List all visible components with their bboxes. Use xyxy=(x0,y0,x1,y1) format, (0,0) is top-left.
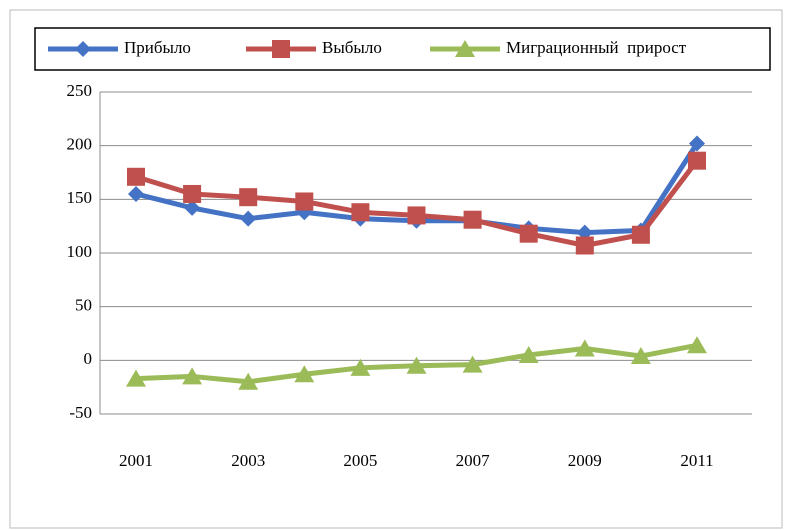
legend-marker xyxy=(75,41,91,57)
point xyxy=(518,345,539,363)
legend-marker xyxy=(272,40,290,58)
chart-frame xyxy=(9,9,783,529)
point xyxy=(350,358,371,376)
y-tick-label: 150 xyxy=(67,188,93,207)
x-tick-label: 2003 xyxy=(231,451,265,470)
y-tick-label: 250 xyxy=(67,81,93,100)
legend-label: Миграционный прирост xyxy=(506,38,687,57)
y-tick-label: -50 xyxy=(69,403,92,422)
point xyxy=(575,236,594,255)
point xyxy=(240,210,257,227)
x-tick-label: 2007 xyxy=(456,451,491,470)
point xyxy=(295,192,314,211)
point xyxy=(407,206,426,225)
x-tick-label: 2011 xyxy=(680,451,713,470)
y-tick-label: 50 xyxy=(75,296,92,315)
x-tick-label: 2001 xyxy=(119,451,153,470)
point xyxy=(463,210,482,229)
point xyxy=(351,203,370,222)
legend-label: Прибыло xyxy=(124,38,191,57)
y-tick-label: 0 xyxy=(84,349,93,368)
point xyxy=(183,184,202,203)
point xyxy=(689,135,705,152)
point xyxy=(519,224,538,243)
point xyxy=(462,355,483,373)
point xyxy=(406,356,427,374)
point xyxy=(294,365,315,383)
point xyxy=(574,339,595,357)
legend-marker xyxy=(455,40,475,57)
legend-label: Выбыло xyxy=(322,38,382,57)
y-tick-label: 100 xyxy=(67,242,93,261)
point xyxy=(238,372,259,390)
point xyxy=(239,188,258,207)
x-tick-label: 2009 xyxy=(568,451,602,470)
legend-box xyxy=(34,27,771,71)
point xyxy=(182,367,203,385)
x-tick-label: 2005 xyxy=(343,451,377,470)
point xyxy=(126,369,146,387)
point xyxy=(687,336,707,354)
point xyxy=(128,185,144,202)
point xyxy=(630,347,651,365)
point xyxy=(688,151,706,170)
point xyxy=(127,167,145,186)
point xyxy=(631,225,650,244)
y-tick-label: 200 xyxy=(67,135,93,154)
point xyxy=(184,199,201,216)
